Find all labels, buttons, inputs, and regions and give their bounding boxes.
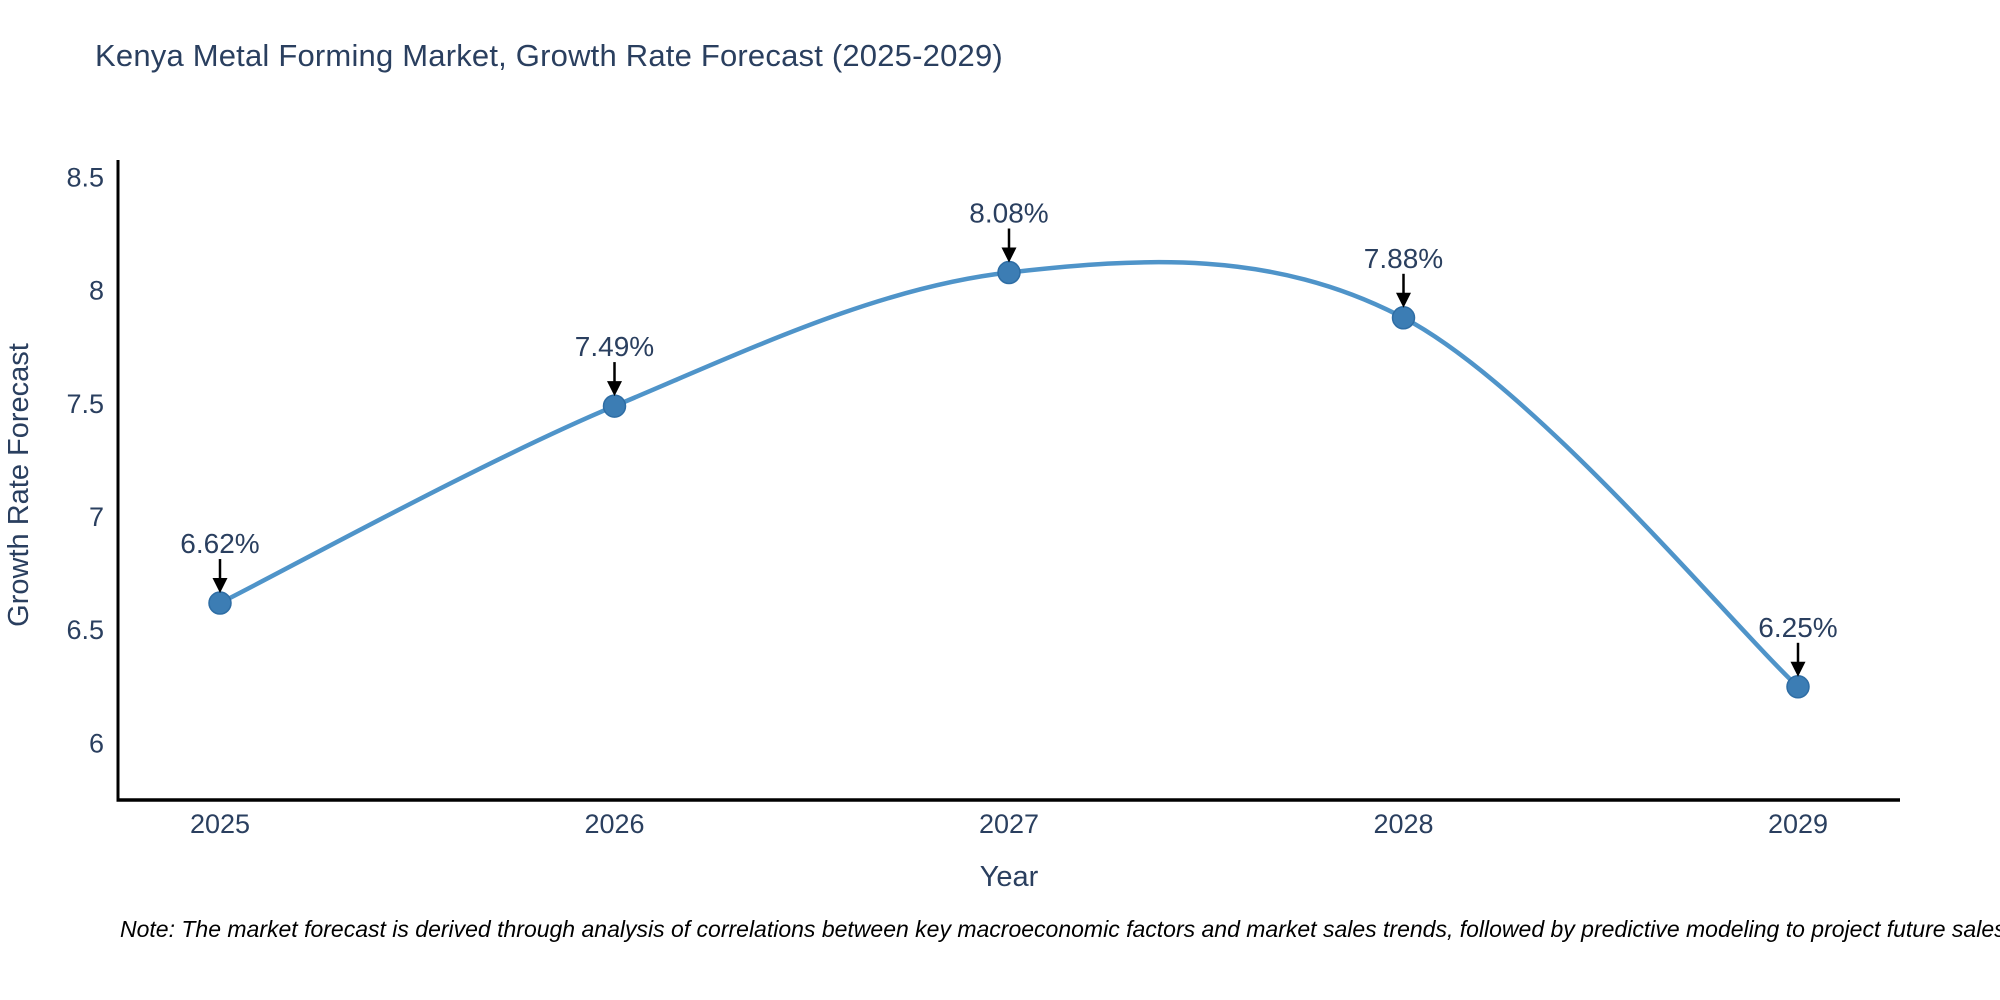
x-tick-label: 2028 (1373, 809, 1433, 839)
annotation-label: 7.88% (1364, 243, 1443, 274)
data-point-marker (997, 260, 1021, 285)
data-point-marker (1391, 306, 1416, 330)
annotation-label: 7.49% (575, 331, 654, 362)
annotation-arrowhead (1001, 247, 1017, 263)
x-tick-label: 2025 (190, 809, 250, 839)
y-axis-title: Growth Rate Forecast (3, 343, 35, 627)
y-tick-label: 6 (89, 728, 104, 758)
chart-title: Kenya Metal Forming Market, Growth Rate … (95, 38, 1003, 73)
data-point-marker (602, 394, 627, 418)
y-tick-label: 8 (89, 276, 104, 306)
footnote: Note: The market forecast is derived thr… (120, 916, 2000, 942)
annotation-arrowhead (212, 578, 228, 594)
y-tick-label: 6.5 (66, 615, 104, 645)
y-tick-label: 7 (89, 502, 104, 532)
x-tick-label: 2029 (1768, 809, 1828, 839)
annotation-arrowhead (1790, 661, 1806, 677)
x-tick-label: 2027 (979, 809, 1039, 839)
y-tick-label: 7.5 (66, 389, 104, 419)
y-tick-label: 8.5 (66, 162, 104, 192)
x-tick-label: 2026 (584, 809, 644, 839)
data-point-marker (1786, 675, 1810, 699)
data-point-marker (208, 591, 232, 615)
trend-line (217, 259, 1801, 690)
annotation-label: 8.08% (969, 198, 1048, 229)
annotation-label: 6.25% (1758, 612, 1837, 643)
x-axis-title: Year (980, 861, 1039, 893)
annotation-arrowhead (1396, 292, 1411, 308)
annotation-arrowhead (607, 381, 622, 397)
annotation-label: 6.62% (180, 528, 259, 559)
